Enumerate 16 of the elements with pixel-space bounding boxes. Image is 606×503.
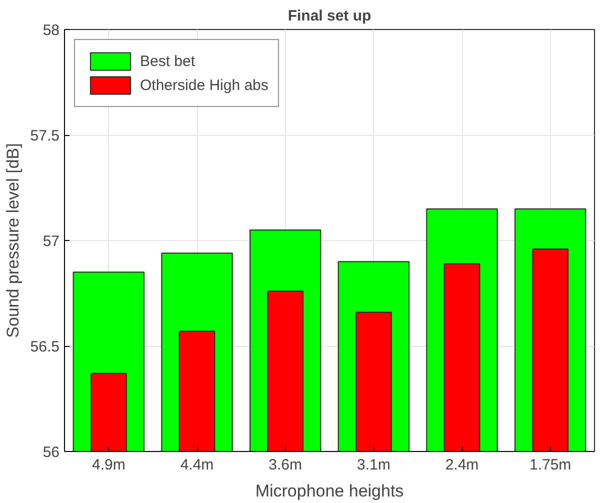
x-tick-label: 4.4m <box>180 456 214 474</box>
chart-title: Final set up <box>288 8 372 24</box>
y-tick-label: 56 <box>42 444 60 461</box>
y-tick-label: 57.5 <box>30 128 60 144</box>
x-tick-label: 2.4m <box>445 456 479 474</box>
legend-label: Best bet <box>140 52 196 70</box>
y-tick-label: 56.5 <box>30 338 60 356</box>
x-tick-label: 4.9m <box>92 456 126 474</box>
y-tick-label: 57 <box>42 233 60 250</box>
y-tick-label: 58 <box>42 22 60 39</box>
y-axis-title: Sound pressure level [dB] <box>3 143 22 338</box>
legend-label: Otherside High abs <box>140 76 268 94</box>
x-axis-title: Microphone heights <box>255 482 404 500</box>
x-tick-label: 3.6m <box>268 456 302 474</box>
x-tick-label: 1.75m <box>529 456 572 474</box>
x-tick-label: 3.1m <box>356 456 390 474</box>
